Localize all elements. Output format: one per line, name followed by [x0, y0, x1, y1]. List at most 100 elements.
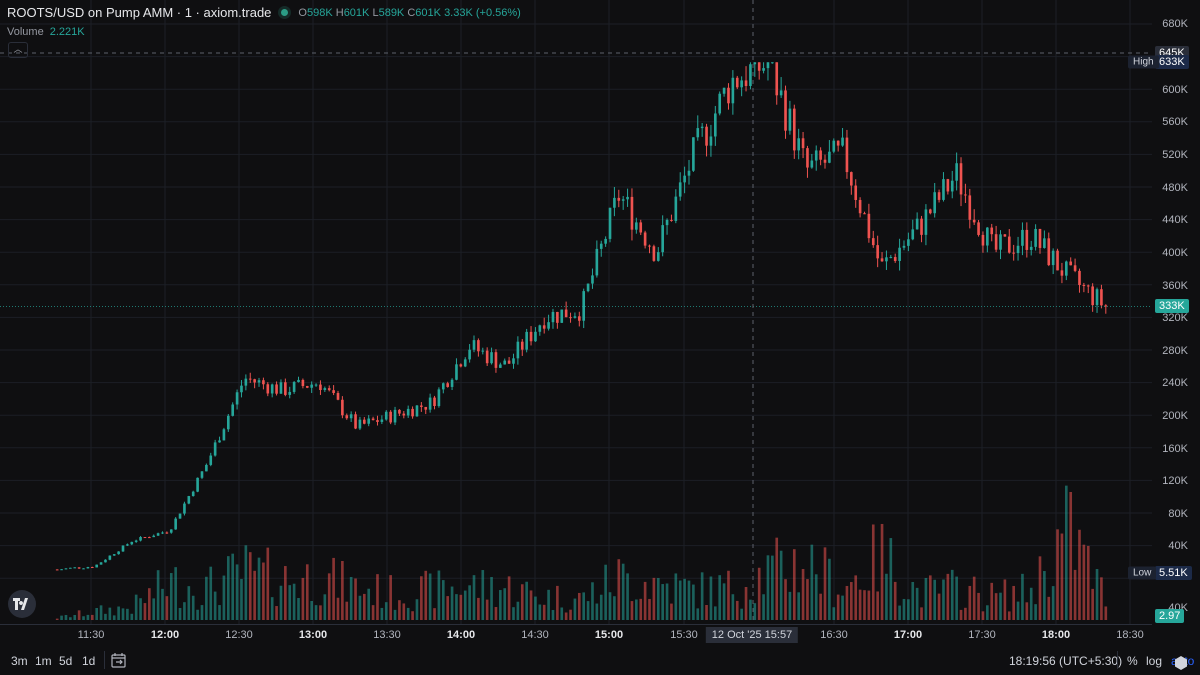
log-scale-toggle[interactable]: log — [1146, 654, 1163, 668]
candle-body — [253, 379, 256, 383]
symbol-title[interactable]: ROOTS/USD on Pump AMM · 1 · axiom.trade — [7, 5, 272, 20]
volume-bar — [687, 580, 691, 620]
candle-body — [398, 409, 401, 414]
candle-body — [569, 317, 572, 319]
volume-bar — [595, 603, 599, 620]
candle-body — [933, 192, 937, 214]
volume-bar — [832, 607, 836, 620]
volume-value: 2.221K — [49, 26, 85, 38]
change-value: 3.33K (+0.56%) — [444, 6, 521, 19]
candle-body — [345, 415, 349, 419]
candle-body — [117, 551, 120, 555]
gear-icon[interactable] — [1173, 655, 1189, 674]
candle-body — [626, 196, 629, 200]
volume-bar — [577, 592, 581, 620]
volume-bar — [547, 589, 550, 620]
time-tick-label: 18:00 — [1041, 629, 1071, 641]
volume-bar — [477, 597, 480, 620]
volume-bar — [867, 590, 871, 620]
clock-timezone[interactable]: 18:19:56 (UTC+5:30) — [1009, 654, 1123, 668]
volume-bar — [924, 577, 928, 620]
volume-bar — [1021, 573, 1024, 620]
candle-body — [687, 170, 691, 176]
time-tick-label: 13:00 — [298, 629, 328, 641]
price-axis[interactable]: 680K 600K 560K 520K 480K 440K 400K 360K 320K 280K… — [1152, 0, 1200, 624]
price-chart[interactable] — [0, 0, 1152, 624]
volume-bar — [64, 614, 68, 620]
candle-body — [718, 93, 722, 114]
candle-body — [547, 322, 550, 329]
volume-bar — [1047, 596, 1051, 620]
volume-bar — [218, 605, 221, 620]
candle-body — [845, 137, 849, 173]
volume-bar — [977, 592, 980, 620]
time-tick-label: 13:30 — [373, 629, 401, 641]
candle-body — [1051, 250, 1055, 266]
volume-bar — [670, 603, 673, 620]
volume-bar — [55, 618, 59, 620]
candle-body — [924, 209, 928, 235]
candle-body — [161, 532, 164, 534]
candle-body — [1086, 285, 1090, 287]
volume-bar — [858, 589, 862, 620]
candle-body — [661, 225, 664, 253]
volume-bar — [744, 587, 748, 620]
candle-body — [314, 384, 318, 386]
candle-body — [336, 393, 340, 400]
candle-body — [393, 409, 397, 423]
volume-bar — [90, 614, 94, 620]
volume-bar — [275, 606, 278, 620]
low-label: Low — [1128, 566, 1157, 580]
candle-body — [836, 140, 840, 146]
volume-bar — [226, 556, 230, 620]
volume-bar — [244, 545, 248, 620]
volume-bar — [556, 585, 559, 620]
price-tick-label: 240K — [1162, 377, 1188, 389]
volume-bar — [727, 570, 730, 620]
tradingview-logo-icon[interactable] — [8, 590, 36, 618]
price-tick-label: 360K — [1162, 280, 1188, 292]
candle-body — [797, 138, 800, 151]
volume-bar — [950, 569, 954, 620]
chevron-up-icon[interactable]: ︿ — [8, 42, 28, 58]
candle-body — [82, 568, 85, 570]
volume-bar — [735, 600, 739, 620]
candle-body — [363, 419, 366, 424]
volume-bar — [196, 609, 199, 620]
volume-bar — [437, 570, 441, 620]
volume-bar — [161, 588, 164, 620]
timeframe-5d-button[interactable]: 5d — [59, 654, 73, 668]
volume-bar — [898, 605, 901, 620]
volume-bar — [235, 564, 239, 620]
candle-body — [183, 503, 186, 514]
candle-body — [305, 386, 309, 388]
time-axis[interactable]: 11:30 12:00 12:30 13:00 13:30 14:00 14:30 15:00… — [0, 624, 1152, 647]
volume-bar — [700, 572, 704, 620]
volume-bar — [345, 601, 349, 620]
candle-body — [139, 537, 142, 541]
candle-body — [415, 405, 419, 417]
candle-body — [648, 245, 651, 247]
candle-body — [257, 380, 261, 383]
candle-body — [678, 182, 682, 197]
candle-body — [165, 532, 169, 534]
candle-body — [749, 64, 752, 86]
calendar-range-icon[interactable] — [111, 653, 127, 671]
timeframe-1d-button[interactable]: 1d — [82, 654, 96, 668]
volume-bar — [130, 613, 134, 620]
volume-bar — [656, 578, 660, 620]
timeframe-3m-button[interactable]: 3m — [11, 654, 28, 668]
candle-body — [332, 390, 335, 394]
candle-body — [692, 137, 695, 171]
candle-body — [205, 464, 208, 472]
volume-bar — [354, 578, 357, 620]
time-tick-label: 15:00 — [594, 629, 624, 641]
chart-area[interactable] — [0, 0, 1152, 624]
volume-bar — [740, 608, 743, 620]
percent-scale-toggle[interactable]: % — [1127, 654, 1138, 668]
timeframe-1m-button[interactable]: 1m — [35, 654, 52, 668]
volume-bar — [222, 575, 226, 620]
volume-bar — [117, 606, 120, 620]
volume-bar — [907, 599, 910, 620]
price-tick-label: 680K — [1162, 18, 1188, 30]
